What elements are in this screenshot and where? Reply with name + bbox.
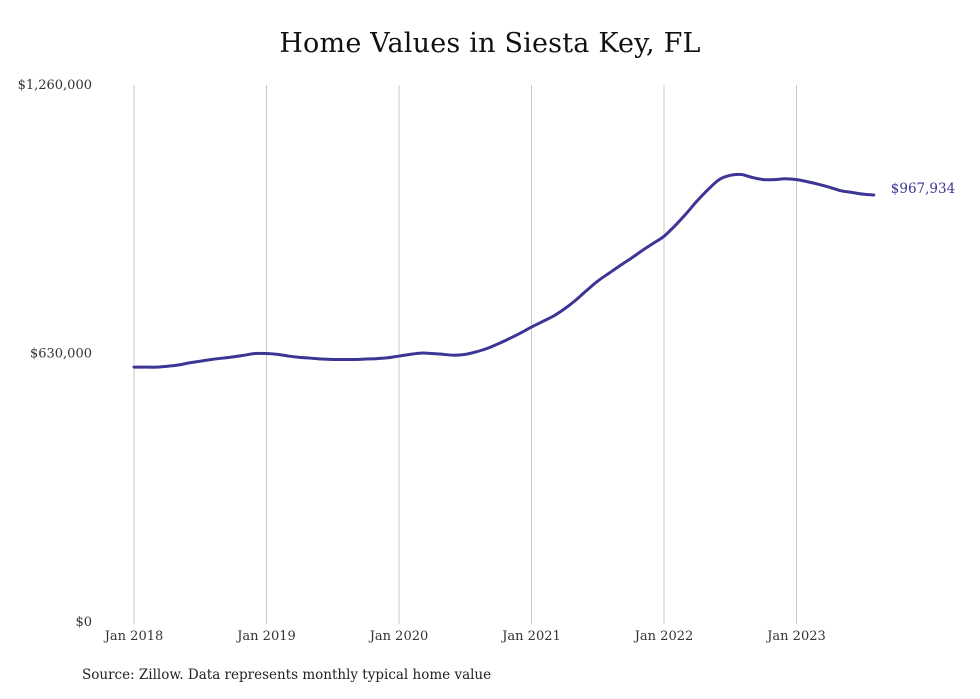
x-tick-label: Jan 2021: [500, 629, 561, 644]
y-tick-label: $630,000: [30, 347, 92, 362]
end-value-label: $967,934: [891, 181, 955, 197]
source-note: Source: Zillow. Data represents monthly …: [82, 667, 492, 683]
y-tick-label: $0: [75, 615, 92, 630]
x-tick-label: Jan 2023: [765, 629, 826, 644]
x-axis-tick-labels: Jan 2018 Jan 2019 Jan 2020 Jan 2021 Jan 2022…: [103, 629, 826, 644]
y-tick-label: $1,260,000: [18, 78, 92, 93]
x-tick-label: Jan 2020: [368, 629, 429, 644]
y-axis-tick-labels: $0 $630,000 $1,260,000: [18, 78, 92, 630]
chart-title: Home Values in Siesta Key, FL: [279, 28, 701, 59]
x-tick-label: Jan 2018: [103, 629, 164, 644]
end-label-layer: $967,934: [891, 181, 955, 197]
x-tick-label: Jan 2019: [235, 629, 296, 644]
x-tick-label: Jan 2022: [633, 629, 694, 644]
series-layer: [132, 172, 876, 369]
series-line: [132, 172, 876, 369]
